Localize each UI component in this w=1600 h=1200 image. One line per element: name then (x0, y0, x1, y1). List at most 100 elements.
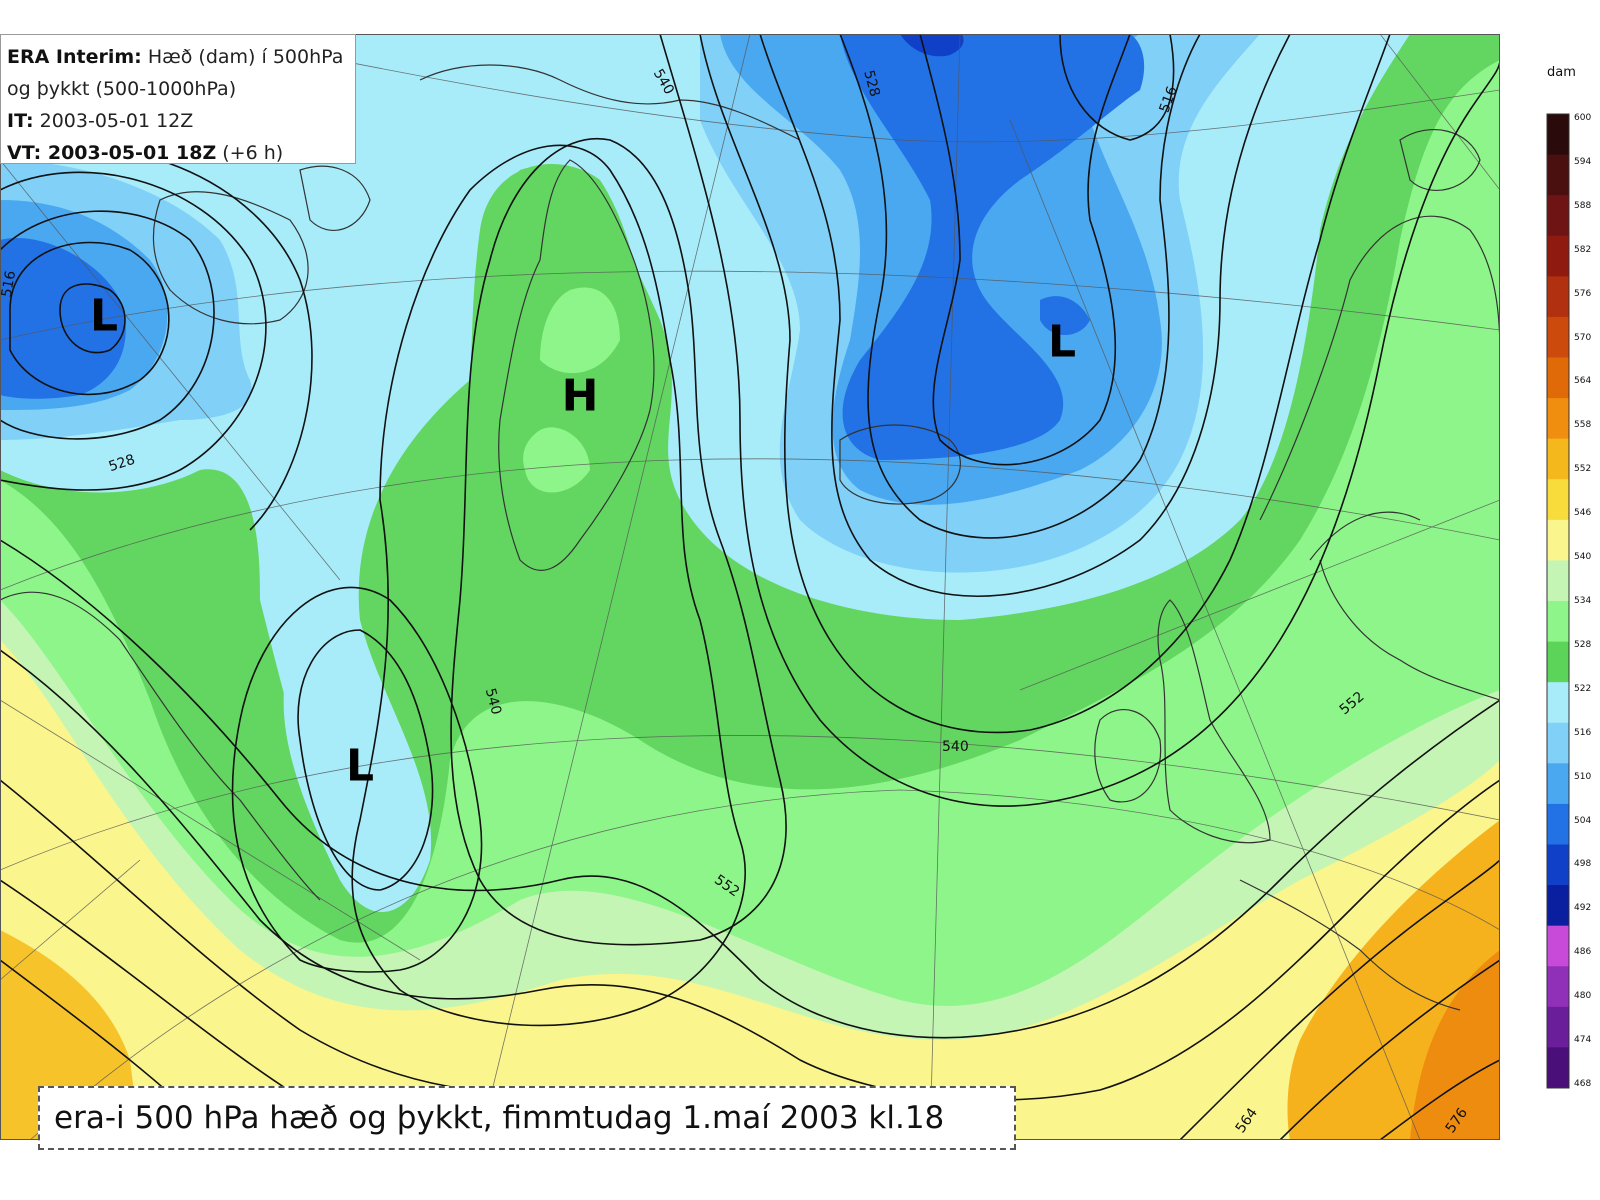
contour-label: 516 (0, 269, 19, 298)
colorbar-segment (1547, 844, 1569, 886)
colorbar-segment (1547, 479, 1569, 521)
colorbar-segment (1547, 560, 1569, 602)
colorbar-segment (1547, 276, 1569, 318)
colorbar-segment (1547, 763, 1569, 805)
colorbar-tick-label: 546 (1574, 508, 1592, 519)
contour-label: 528 (107, 452, 137, 475)
colorbar (1546, 113, 1570, 1089)
colorbar-unit: dam (1547, 65, 1576, 80)
colorbar-segment (1547, 357, 1569, 399)
contour-528-sw-low (297, 629, 434, 891)
colorbar-tick-label: 594 (1574, 156, 1592, 167)
thickness-band-498-ne (900, 34, 964, 57)
colorbar-tick-label: 582 (1574, 244, 1592, 255)
coastlines (0, 64, 1500, 1011)
colorbar-segment (1547, 195, 1569, 237)
contour-546-greenland (450, 137, 787, 946)
contour-552-main (0, 539, 1500, 1039)
ireland-coast (1094, 709, 1162, 803)
thickness-band-522-sw (283, 639, 422, 905)
colorbar-tick-label: 552 (1574, 464, 1592, 475)
colorbar-tick-label: 564 (1574, 376, 1592, 387)
low-system-label: L (345, 740, 375, 792)
europe-coast (1239, 879, 1461, 1011)
colorbar-tick-label: 558 (1574, 420, 1592, 431)
contour-528-nw (0, 171, 267, 491)
high-system-label: H (561, 370, 599, 422)
colorbar-segment (1547, 803, 1569, 845)
thickness-band-504-ne-core (1040, 296, 1090, 335)
info-subtitle-line: og þykkt (500-1000hPa) (7, 78, 237, 100)
colorbar-tick-label: 576 (1574, 288, 1592, 299)
contour-516-ne (1059, 34, 1175, 141)
colorbar-tick-label: 522 (1574, 683, 1592, 694)
contour-546-main (659, 34, 1500, 807)
greenland-green-ridge (470, 164, 666, 628)
graticule (0, 34, 1500, 1140)
colorbar-tick-label: 534 (1574, 596, 1592, 606)
colorbar-tick-label: 528 (1574, 639, 1592, 650)
greenland-coast (498, 159, 655, 571)
colorbar-tick-label: 600 (1574, 113, 1592, 123)
contour-540-greenland (351, 144, 746, 1027)
colorbar-segment (1547, 601, 1569, 643)
greenland-green-core (523, 287, 620, 493)
colorbar-tick-label: 480 (1574, 991, 1592, 1002)
colorbar-segment (1547, 1047, 1569, 1089)
colorbar-tick-label: 468 (1574, 1079, 1592, 1089)
scandinavia-coast (1259, 215, 1500, 561)
colorbar-segment (1547, 398, 1569, 440)
canada-coast (0, 591, 321, 901)
colorbar-tick-label: 474 (1574, 1035, 1592, 1046)
colorbar-segment (1547, 641, 1569, 683)
svalbard-coast (1399, 129, 1481, 191)
colorbar-segment (1547, 316, 1569, 358)
low-system-label: L (89, 290, 119, 342)
contour-540-main (699, 34, 1391, 734)
colorbar-segment (1547, 885, 1569, 927)
map-info-box: ERA Interim: Hæð (dam) í 500hPa og þykkt… (0, 34, 356, 164)
colorbar-segment (1547, 235, 1569, 277)
thickness-band-504-nw (0, 238, 126, 399)
map-caption: era-i 500 hPa hæð og þykkt, fimmtudag 1.… (38, 1086, 1016, 1150)
contour-534-ne (759, 34, 1291, 597)
colorbar-segment (1547, 682, 1569, 724)
contour-label: 540 (482, 687, 504, 717)
greenland-north-coast (419, 64, 801, 141)
colorbar-frame (1546, 113, 1570, 1089)
colorbar-segment (1547, 519, 1569, 561)
thickness-band-564-se (1410, 950, 1500, 1140)
low-system-label: L (1047, 316, 1077, 368)
colorbar-segment (1547, 1006, 1569, 1048)
contour-534-sw-low (231, 586, 483, 973)
colorbar-tick-label: 492 (1574, 903, 1592, 914)
colorbar-segment (1547, 722, 1569, 764)
contour-522-ne (919, 34, 1131, 466)
contour-516-nw (9, 241, 170, 396)
contour-558-main (0, 649, 1500, 1101)
contour-522-nw (0, 210, 215, 440)
colorbar-segment (1547, 925, 1569, 967)
colorbar-segment (1547, 438, 1569, 480)
colorbar-tick-label: 588 (1574, 200, 1592, 211)
colorbar-tick-label: 516 (1574, 727, 1592, 738)
info-vt-line: VT: 2003-05-01 18Z (+6 h) (7, 142, 284, 164)
colorbar-segment (1547, 114, 1569, 156)
contour-528-ne (839, 34, 1201, 539)
colorbar-segment (1547, 966, 1569, 1008)
colorbar-tick-label: 498 (1574, 859, 1592, 870)
colorbar-segment (1547, 154, 1569, 196)
norway-coast (1319, 559, 1500, 701)
thickness-map: 516 528 540 528 516 540 540 552 552 564 … (0, 34, 1500, 1140)
britain-coast (1157, 599, 1271, 844)
colorbar-tick-label: 504 (1574, 815, 1592, 826)
arctic-islands-coast (152, 165, 371, 325)
colorbar-tick-label: 510 (1574, 771, 1592, 782)
colorbar-tick-label: 570 (1574, 332, 1592, 343)
contour-label: 540 (942, 739, 969, 755)
iceland-coast (839, 424, 961, 505)
colorbar-tick-label: 540 (1574, 552, 1592, 563)
colorbar-tick-label: 486 (1574, 947, 1592, 958)
info-it-line: IT: 2003-05-01 12Z (7, 110, 194, 132)
contour-label: 528 (860, 69, 882, 99)
